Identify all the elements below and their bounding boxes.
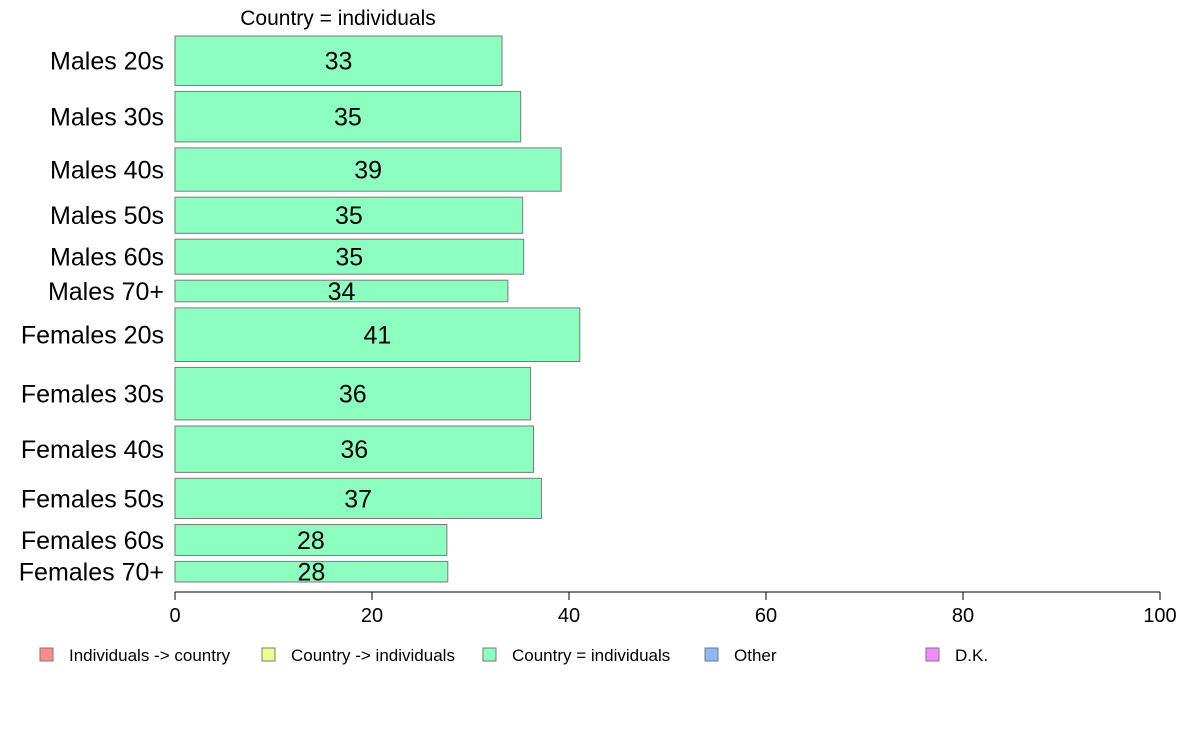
category-label: Males 60s bbox=[50, 244, 164, 272]
chart-title: Country = individuals bbox=[240, 7, 436, 30]
legend-swatch bbox=[482, 647, 497, 662]
bar bbox=[174, 279, 509, 303]
legend-swatch bbox=[925, 647, 940, 662]
bar bbox=[174, 196, 524, 234]
legend-label: Individuals -> country bbox=[69, 646, 231, 665]
value-label: 35 bbox=[335, 202, 363, 230]
bar bbox=[174, 35, 503, 86]
legend-label: Country = individuals bbox=[512, 646, 670, 665]
category-label: Females 30s bbox=[21, 381, 164, 409]
bar bbox=[174, 560, 449, 583]
legend-swatch bbox=[704, 647, 719, 662]
x-tick-label: 0 bbox=[169, 605, 180, 627]
x-tick-label: 60 bbox=[755, 605, 777, 627]
category-label: Females 70+ bbox=[19, 559, 164, 587]
value-label: 35 bbox=[334, 104, 362, 132]
x-axis: 0 20 40 60 80 100 bbox=[169, 591, 1177, 627]
legend: Individuals -> country Country -> individ… bbox=[39, 646, 988, 665]
value-label: 28 bbox=[297, 527, 325, 555]
legend-swatch bbox=[261, 647, 276, 662]
x-tick-label: 100 bbox=[1143, 605, 1176, 627]
category-label: Females 50s bbox=[21, 485, 164, 513]
value-label: 36 bbox=[339, 381, 367, 409]
x-tick-label: 20 bbox=[361, 605, 383, 627]
category-label: Males 70+ bbox=[48, 278, 164, 306]
x-tick-label: 80 bbox=[952, 605, 974, 627]
category-label: Males 50s bbox=[50, 202, 164, 230]
value-label: 35 bbox=[335, 244, 363, 272]
bar bbox=[174, 477, 542, 519]
value-label: 41 bbox=[363, 322, 391, 350]
bars-group: Males 20s 33 Males 30s 35 Males 40s 39 Males 5… bbox=[19, 35, 581, 587]
category-label: Males 40s bbox=[50, 157, 164, 185]
value-label: 34 bbox=[328, 278, 356, 306]
legend-label: Other bbox=[734, 646, 777, 665]
category-label: Females 40s bbox=[21, 436, 164, 464]
bar bbox=[174, 524, 448, 556]
value-label: 39 bbox=[354, 157, 382, 185]
legend-swatch bbox=[39, 647, 54, 662]
category-label: Females 60s bbox=[21, 527, 164, 555]
value-label: 28 bbox=[297, 559, 325, 587]
bar bbox=[174, 238, 525, 275]
bar bbox=[174, 366, 532, 421]
x-tick-label: 40 bbox=[558, 605, 580, 627]
legend-label: Country -> individuals bbox=[291, 646, 455, 665]
value-label: 33 bbox=[325, 48, 353, 76]
bar bbox=[174, 147, 562, 192]
bar bbox=[174, 307, 581, 362]
category-label: Males 20s bbox=[50, 48, 164, 76]
value-label: 36 bbox=[340, 436, 368, 464]
bar bbox=[174, 425, 534, 473]
category-label: Females 20s bbox=[21, 322, 164, 350]
value-label: 37 bbox=[344, 485, 372, 513]
bar bbox=[174, 90, 522, 143]
legend-label: D.K. bbox=[955, 646, 988, 665]
category-label: Males 30s bbox=[50, 104, 164, 132]
